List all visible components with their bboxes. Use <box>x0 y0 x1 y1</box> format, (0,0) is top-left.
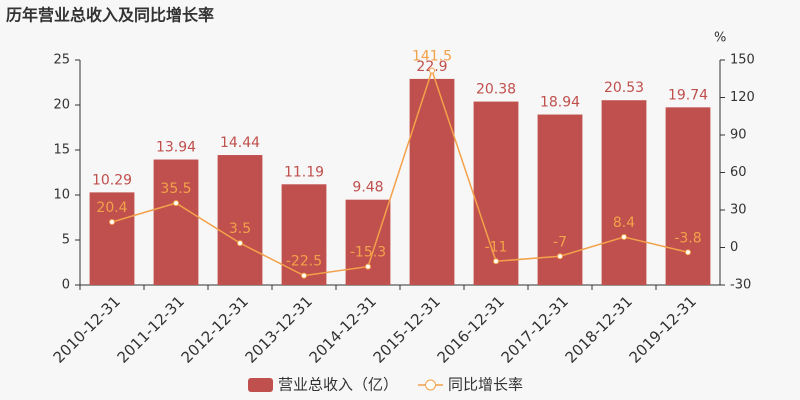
y2-tick-label: 0 <box>730 240 738 255</box>
bar <box>153 159 199 285</box>
legend-label: 同比增长率 <box>448 376 523 394</box>
line-value-label: 35.5 <box>160 181 191 197</box>
line-value-label: 3.5 <box>229 221 251 237</box>
y-tick-label: 10 <box>53 188 70 203</box>
bar <box>217 155 263 285</box>
line-point <box>173 200 179 207</box>
legend-swatch <box>248 378 273 392</box>
bar-value-label: 22.9 <box>416 59 447 75</box>
bar <box>537 114 583 285</box>
bar-value-label: 11.19 <box>284 164 324 180</box>
bar <box>89 192 135 285</box>
bar <box>601 100 647 285</box>
line-value-label: -11 <box>485 239 508 255</box>
line-point <box>109 219 115 225</box>
line-point <box>493 258 499 265</box>
y2-tick-label: 90 <box>730 128 747 143</box>
legend-marker <box>425 379 437 391</box>
bar-value-label: 10.29 <box>92 172 132 188</box>
y-tick-label: 0 <box>62 278 70 293</box>
y-tick-label: 5 <box>62 233 70 248</box>
bar <box>473 101 519 285</box>
bar-value-label: 14.44 <box>220 135 260 151</box>
bar <box>281 184 327 285</box>
legend-item: 同比增长率 <box>418 376 523 394</box>
bar-value-label: 19.74 <box>668 87 708 103</box>
line-point <box>557 253 563 260</box>
legend-label: 营业总收入（亿） <box>278 376 398 394</box>
bar <box>345 199 391 285</box>
line-value-label: 8.4 <box>613 215 635 231</box>
line-point <box>365 263 371 270</box>
y-tick-label: 20 <box>53 98 70 113</box>
y2-tick-label: 30 <box>730 203 747 218</box>
line <box>111 68 689 277</box>
bar-value-label: 20.38 <box>476 82 516 98</box>
chart-title: 历年营业总收入及同比增长率 <box>6 6 214 25</box>
bar-value-label: 20.53 <box>604 80 644 96</box>
bar-value-label: 9.48 <box>352 180 383 196</box>
line-point <box>301 272 307 279</box>
y-tick-label: 15 <box>53 143 70 158</box>
y2-tick-label: -30 <box>730 278 751 293</box>
line-value-label: -3.8 <box>674 230 701 246</box>
line-value-label: -7 <box>553 234 567 250</box>
line-point <box>237 240 243 247</box>
line-point <box>429 67 435 74</box>
line-value-label: 20.4 <box>96 200 127 216</box>
line-value-label: -15.3 <box>350 245 386 261</box>
line-point <box>685 249 691 256</box>
line-value-label: 141.5 <box>412 49 452 65</box>
bar-value-label: 13.94 <box>156 140 196 156</box>
y2-tick-label: 150 <box>730 53 755 68</box>
line-value-label: -22.5 <box>286 254 322 270</box>
bar <box>665 107 711 285</box>
y2-unit: % <box>714 31 726 46</box>
bar <box>409 78 455 286</box>
y2-tick-label: 60 <box>730 165 747 180</box>
y2-tick-label: 120 <box>730 90 755 105</box>
y-tick-label: 25 <box>53 53 70 68</box>
legend-item: 营业总收入（亿） <box>248 376 398 394</box>
line-point <box>621 234 627 240</box>
bar-value-label: 18.94 <box>540 95 580 111</box>
